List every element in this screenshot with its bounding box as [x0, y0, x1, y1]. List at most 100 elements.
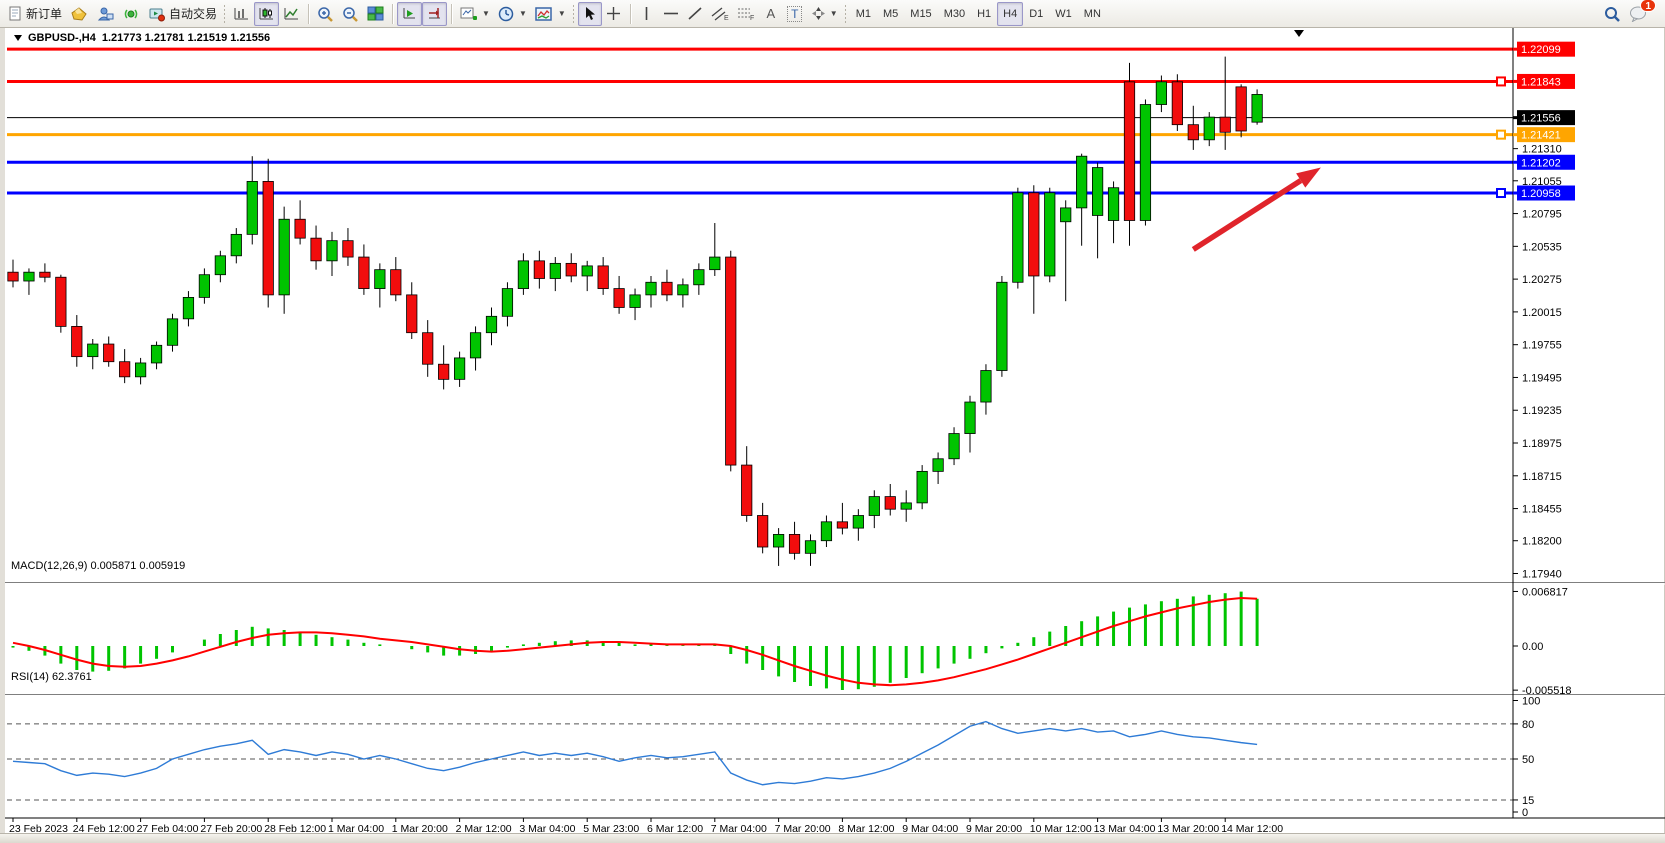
toolbar-drag-handle — [223, 3, 228, 24]
toolbar-separator — [392, 3, 394, 24]
text-tool-button[interactable]: A — [759, 2, 783, 26]
strategy-tester-button[interactable] — [92, 2, 118, 26]
horizontal-line-objects[interactable] — [7, 47, 1513, 199]
dropdown-caret: ▼ — [557, 9, 566, 18]
autotrading-button[interactable]: 自动交易 — [144, 2, 221, 26]
tile-windows-button[interactable] — [363, 2, 388, 26]
cursor-arrow-icon — [583, 6, 597, 21]
svg-text:1.21055: 1.21055 — [1522, 176, 1562, 188]
line-chart-icon — [283, 6, 300, 21]
svg-text:1.18715: 1.18715 — [1522, 471, 1562, 483]
pane-separators[interactable] — [5, 582, 1665, 697]
channel-icon: E — [711, 6, 729, 21]
svg-text:1.20275: 1.20275 — [1522, 274, 1562, 286]
svg-text:1.21843: 1.21843 — [1521, 76, 1561, 88]
fibonacci-icon: F — [737, 6, 755, 21]
timeframe-m30-button[interactable]: M30 — [943, 7, 966, 20]
notification-badge: 1 — [1640, 0, 1656, 12]
svg-text:50: 50 — [1522, 754, 1534, 766]
macd-indicator-label: MACD(12,26,9) 0.005871 0.005919 — [11, 560, 185, 572]
timeframe-w1-button[interactable]: W1 — [1055, 7, 1072, 20]
trendline-tool-button[interactable] — [683, 2, 707, 26]
status-strip — [0, 833, 1665, 843]
toolbar-separator — [308, 3, 310, 24]
svg-text:0: 0 — [1522, 807, 1528, 819]
svg-text:1.21556: 1.21556 — [1521, 113, 1561, 125]
chart-shift-icon — [426, 6, 443, 21]
signals-radar-icon — [122, 6, 140, 22]
toolbar-drag-handle — [843, 3, 848, 24]
zoom-out-button[interactable] — [338, 2, 363, 26]
zoom-in-button[interactable] — [313, 2, 338, 26]
line-chart-button[interactable] — [279, 2, 304, 26]
svg-text:-0.005518: -0.005518 — [1522, 685, 1572, 697]
svg-text:1.20795: 1.20795 — [1522, 209, 1562, 221]
auto-scroll-button[interactable] — [397, 1, 423, 26]
indicators-icon — [535, 6, 554, 22]
svg-text:F: F — [750, 15, 754, 21]
cursor-tool-button[interactable] — [577, 1, 602, 26]
text-label-icon: T — [787, 5, 803, 22]
svg-text:1.19235: 1.19235 — [1522, 405, 1562, 417]
timeframe-mn-button[interactable]: MN — [1083, 7, 1101, 20]
bar-chart-button[interactable] — [229, 2, 254, 26]
trendline-icon — [687, 6, 703, 21]
timeframe-h1-button[interactable]: H1 — [977, 7, 992, 20]
svg-text:0.00: 0.00 — [1522, 641, 1543, 653]
signals-button[interactable] — [118, 2, 144, 26]
timeframe-d1-button[interactable]: D1 — [1029, 7, 1044, 20]
price-axis[interactable]: 1.21310 1.21055 1.20795 1.20535 1.20275 … — [1512, 28, 1575, 819]
chart-shift-button[interactable] — [422, 1, 448, 26]
fibonacci-tool-button[interactable]: F — [733, 2, 759, 26]
timeframe-h4-button[interactable]: H4 — [997, 1, 1024, 26]
horizontal-line-tool-button[interactable] — [659, 2, 683, 26]
svg-text:80: 80 — [1522, 719, 1534, 731]
text-label-tool-button[interactable]: T — [783, 2, 807, 26]
crosshair-tool-button[interactable] — [602, 2, 626, 26]
chart-canvas[interactable]: 1.21310 1.21055 1.20795 1.20535 1.20275 … — [5, 28, 1665, 833]
dropdown-caret: ▼ — [518, 9, 527, 18]
new-order-label: 新订单 — [26, 7, 63, 21]
svg-text:13 Mar 04:00: 13 Mar 04:00 — [1094, 823, 1156, 833]
profiles-button[interactable]: ▼ — [494, 2, 531, 26]
timeframe-m1-button[interactable]: M1 — [855, 7, 871, 20]
svg-text:E: E — [724, 15, 729, 21]
svg-text:1 Mar 04:00: 1 Mar 04:00 — [328, 823, 384, 833]
time-axis[interactable]: 23 Feb 2023 24 Feb 12:00 27 Feb 04:00 27… — [5, 817, 1665, 833]
new-order-button[interactable]: 新订单 — [4, 2, 66, 26]
chart-window[interactable]: 1.21310 1.21055 1.20795 1.20535 1.20275 … — [0, 28, 1665, 833]
svg-text:1.18455: 1.18455 — [1522, 504, 1562, 516]
new-chart-button[interactable]: ▼ — [456, 2, 494, 26]
arrows-tool-icon — [811, 6, 826, 21]
chat-button[interactable]: 1 — [1625, 0, 1656, 26]
svg-text:1.20015: 1.20015 — [1522, 307, 1562, 319]
svg-text:27 Feb 04:00: 27 Feb 04:00 — [137, 823, 199, 833]
macd-histogram — [11, 591, 1259, 690]
svg-text:23 Feb 2023: 23 Feb 2023 — [9, 823, 68, 833]
indicators-button[interactable]: ▼ — [531, 2, 570, 26]
svg-text:1.19495: 1.19495 — [1522, 372, 1562, 384]
autotrading-icon — [148, 6, 166, 22]
collapse-triangle-icon — [14, 35, 22, 41]
trend-arrow[interactable] — [1191, 167, 1321, 252]
candlestick-chart-button[interactable] — [254, 1, 280, 26]
timeframe-m5-button[interactable]: M5 — [883, 7, 899, 20]
zoom-in-icon — [317, 6, 334, 22]
svg-text:1 Mar 20:00: 1 Mar 20:00 — [392, 823, 448, 833]
macd-values: 0.005871 0.005919 — [90, 560, 186, 572]
gold-nugget-icon — [70, 6, 88, 22]
svg-text:8 Mar 12:00: 8 Mar 12:00 — [838, 823, 894, 833]
vertical-line-icon — [640, 6, 653, 21]
svg-text:100: 100 — [1522, 696, 1540, 708]
svg-text:3 Mar 04:00: 3 Mar 04:00 — [519, 823, 575, 833]
arrows-tool-button[interactable]: ▼ — [807, 2, 842, 26]
zoom-out-icon — [342, 6, 359, 22]
timeframe-m15-button[interactable]: M15 — [910, 7, 932, 20]
search-button[interactable] — [1600, 2, 1625, 26]
market-watch-button[interactable] — [66, 2, 92, 26]
vertical-line-tool-button[interactable] — [635, 2, 659, 26]
svg-text:1.20958: 1.20958 — [1521, 188, 1561, 200]
equidistant-channel-tool-button[interactable]: E — [707, 2, 733, 26]
svg-text:24 Feb 12:00: 24 Feb 12:00 — [73, 823, 135, 833]
chart-shift-marker[interactable] — [1294, 30, 1304, 37]
